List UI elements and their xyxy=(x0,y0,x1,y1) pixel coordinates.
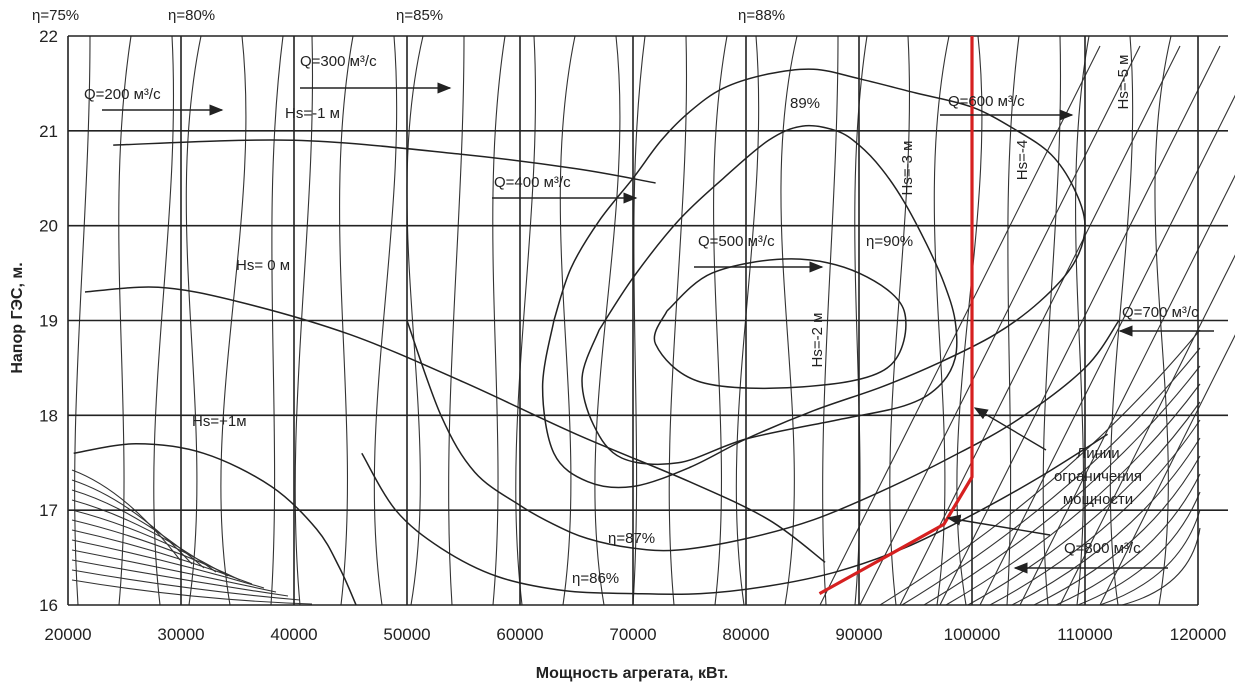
suction-head-isoline xyxy=(84,286,826,563)
annotation-label: η=80% xyxy=(168,7,215,24)
fan-line xyxy=(71,509,229,577)
annotation-label: η=90% xyxy=(866,233,913,250)
annotation-label: Q=400 м³/с xyxy=(494,174,571,191)
fan-line xyxy=(71,479,193,565)
annotation-label: Q=600 м³/с xyxy=(948,93,1025,110)
annotation-label: η=86% xyxy=(572,570,619,587)
diagonal-line xyxy=(1059,254,1235,606)
suction-head-isoline xyxy=(113,139,656,184)
annotation-label: η=87% xyxy=(608,530,655,547)
y-tick-label: 18 xyxy=(39,406,58,425)
fan-line xyxy=(71,559,289,597)
annotation-label: Q=700 м³/с xyxy=(1122,304,1199,321)
fan-line xyxy=(989,419,1201,606)
annotation-label: Hs=-4 xyxy=(1014,140,1031,180)
fan-line xyxy=(1011,437,1201,606)
annotation-label: Hs=-1 м xyxy=(285,105,340,122)
annotation-label: 89% xyxy=(790,95,820,112)
fan-line xyxy=(71,569,301,601)
fan-line xyxy=(879,329,1201,606)
y-tick-label: 20 xyxy=(39,217,58,236)
fan-line xyxy=(71,519,241,581)
x-axis-title: Мощность агрегата, кВт. xyxy=(536,665,729,682)
x-tick-label: 50000 xyxy=(383,625,430,644)
annotation-label: Hs= 0 м xyxy=(236,257,290,274)
annotation-label: Q=200 м³/с xyxy=(84,86,161,103)
annotation-label: η=85% xyxy=(396,7,443,24)
efficiency-contour xyxy=(653,258,907,390)
power-limit-line xyxy=(818,36,974,595)
diagonal-line xyxy=(1019,174,1235,606)
annotation-label: Q=500 м³/с xyxy=(698,233,775,250)
diagonal-line xyxy=(1099,334,1235,606)
y-tick-label: 16 xyxy=(39,596,58,615)
fan-line xyxy=(923,365,1201,606)
efficiency-contour xyxy=(541,68,1086,489)
annotation-label: Hs=-5 м xyxy=(1115,55,1132,110)
y-tick-label: 22 xyxy=(39,27,58,46)
annotation-label: Hs=-3 м xyxy=(899,141,916,196)
annotation-label: мощности xyxy=(1063,491,1133,508)
annotation-label: Линии xyxy=(1076,445,1119,462)
fan-line xyxy=(71,549,277,593)
efficiency-contour xyxy=(361,433,1108,596)
y-tick-label: 21 xyxy=(39,122,58,141)
x-tick-label: 120000 xyxy=(1170,625,1227,644)
annotation-label: η=75% xyxy=(32,7,79,24)
fan-line xyxy=(71,489,205,569)
fan-line xyxy=(1055,473,1201,606)
y-axis-title: Напор ГЭС, м. xyxy=(9,262,26,373)
annotation-arrow xyxy=(946,514,1051,536)
annotation-label: Q=800 м³/с xyxy=(1064,540,1141,557)
annotation-label: Hs=-2 м xyxy=(809,313,826,368)
x-tick-label: 110000 xyxy=(1057,625,1112,644)
x-tick-label: 40000 xyxy=(270,625,317,644)
efficiency-contour xyxy=(406,320,1120,552)
x-tick-label: 70000 xyxy=(609,625,656,644)
diagonal-line xyxy=(819,45,1101,606)
diagonal-line xyxy=(899,45,1181,606)
fan-line xyxy=(1121,527,1201,606)
fan-line xyxy=(71,539,265,589)
diagonal-line xyxy=(939,45,1221,606)
fan-line xyxy=(71,579,313,605)
fan-line xyxy=(967,401,1201,606)
annotation-arrow xyxy=(973,407,1047,451)
annotation-label: ограничения xyxy=(1054,468,1142,485)
fan-line xyxy=(1099,509,1201,606)
x-tick-label: 90000 xyxy=(835,625,882,644)
fan-line xyxy=(945,383,1201,606)
x-tick-label: 20000 xyxy=(44,625,91,644)
x-tick-label: 80000 xyxy=(722,625,769,644)
x-tick-label: 60000 xyxy=(496,625,543,644)
x-tick-label: 100000 xyxy=(944,625,1001,644)
efficiency-contour xyxy=(581,124,958,466)
y-tick-label: 17 xyxy=(39,501,58,520)
annotation-label: η=88% xyxy=(738,7,785,24)
annotation-label: Hs=+1м xyxy=(192,413,247,430)
annotation-label: Q=300 м³/с xyxy=(300,53,377,70)
y-tick-label: 19 xyxy=(39,312,58,331)
fan-line xyxy=(71,529,253,585)
suction-head-isoline xyxy=(73,443,357,606)
fan-line xyxy=(901,347,1201,606)
diagonal-line xyxy=(859,45,1141,606)
x-tick-label: 30000 xyxy=(157,625,204,644)
